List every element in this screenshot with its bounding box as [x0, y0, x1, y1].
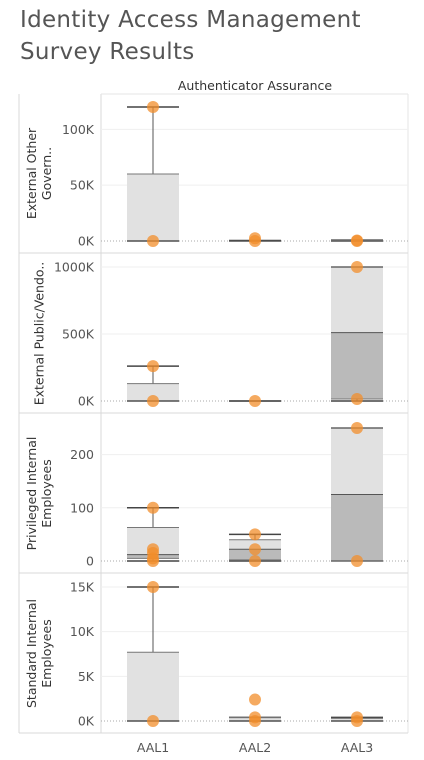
y-tick-label: 0K [78, 394, 95, 409]
data-point [147, 360, 159, 373]
box-upper [331, 428, 383, 495]
data-point [249, 543, 261, 556]
row-label: External Public/Vendo.. [32, 262, 47, 406]
y-tick-label: 5K [78, 669, 95, 684]
row-label: Standard Internal [24, 599, 39, 708]
row-label: Govern.. [39, 147, 54, 200]
data-point [147, 235, 159, 247]
box-upper [127, 174, 179, 241]
data-point [249, 555, 261, 567]
y-tick-label: 15K [70, 580, 95, 595]
data-point [249, 711, 261, 724]
data-point [351, 392, 363, 405]
y-tick-label: 100 [70, 500, 94, 515]
x-tick-label: AAL1 [137, 740, 169, 755]
data-point [147, 501, 159, 514]
box-upper [127, 652, 179, 721]
row-label: Employees [39, 459, 54, 527]
y-tick-label: 0 [86, 554, 94, 569]
data-point [249, 395, 261, 407]
box-upper [331, 267, 383, 333]
data-point [351, 234, 363, 247]
y-tick-label: 0K [78, 714, 95, 729]
data-point [351, 422, 363, 434]
data-point [147, 101, 159, 113]
box-lower [331, 494, 383, 561]
data-point [147, 581, 159, 593]
data-point [351, 261, 363, 273]
y-tick-label: 0K [78, 234, 95, 249]
data-point [249, 528, 261, 541]
y-tick-label: 50K [70, 178, 95, 193]
box-lower [331, 332, 383, 399]
data-point [147, 543, 159, 556]
row-label: Privileged Internal [24, 437, 39, 551]
data-point [249, 693, 261, 706]
row-label: Employees [39, 619, 54, 687]
y-tick-label: 1000K [54, 260, 95, 275]
data-point [351, 711, 363, 724]
data-point [249, 232, 261, 245]
x-tick-label: AAL2 [239, 740, 271, 755]
x-tick-label: AAL3 [341, 740, 373, 755]
data-point [351, 555, 363, 567]
data-point [147, 395, 159, 407]
page-title: Identity Access Management Survey Result… [20, 7, 361, 65]
row-label: External Other [24, 127, 39, 219]
box-upper [127, 383, 179, 401]
y-tick-label: 200 [70, 447, 94, 462]
column-header: Authenticator Assurance [178, 78, 333, 93]
data-point [147, 715, 159, 727]
y-tick-label: 100K [62, 122, 95, 137]
y-tick-label: 500K [62, 327, 95, 342]
y-tick-label: 10K [70, 624, 95, 639]
